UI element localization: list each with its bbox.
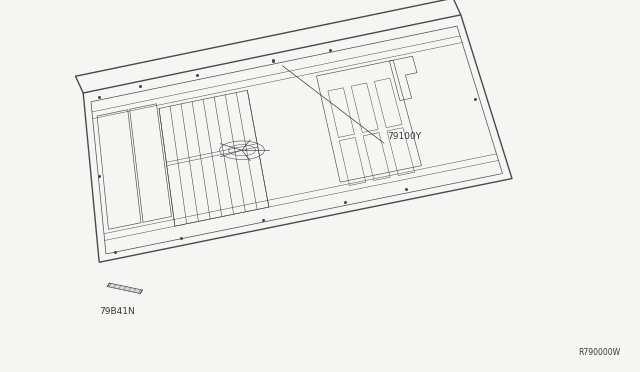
Text: R790000W: R790000W (579, 348, 621, 357)
Text: 79B41N: 79B41N (99, 307, 135, 316)
Polygon shape (107, 283, 143, 294)
Text: 79100Y: 79100Y (387, 132, 421, 141)
